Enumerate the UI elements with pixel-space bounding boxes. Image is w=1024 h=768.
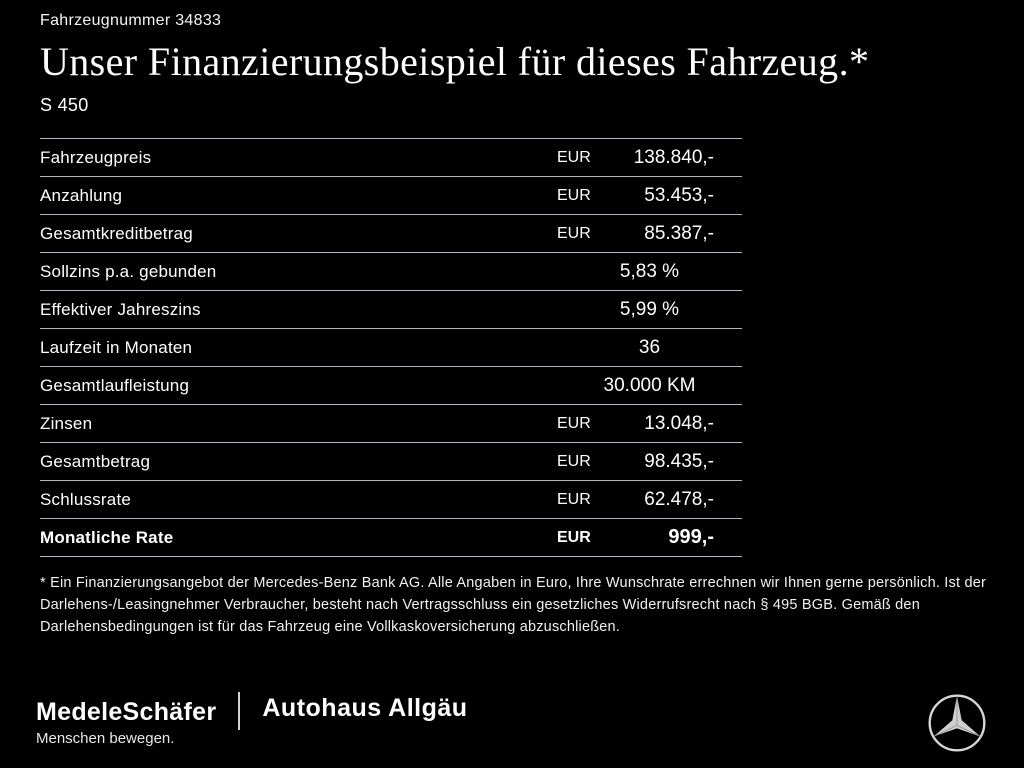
dealer-tagline: Menschen bewegen.: [36, 730, 175, 748]
row-label: Anzahlung: [40, 185, 123, 205]
table-row: Zinsen EUR 13.048,-: [40, 405, 742, 443]
table-row-monthly-rate: Monatliche Rate EUR 999,-: [40, 519, 742, 557]
row-label: Effektiver Jahreszins: [40, 299, 201, 319]
row-label: Schlussrate: [40, 489, 132, 509]
row-label: Fahrzeugpreis: [40, 147, 152, 167]
table-row: Fahrzeugpreis EUR 138.840,-: [40, 139, 742, 177]
table-row: Laufzeit in Monaten 36: [40, 329, 742, 367]
row-value: 36: [638, 336, 661, 358]
table-row: Sollzins p.a. gebunden 5,83 %: [40, 253, 742, 291]
row-currency: EUR: [557, 148, 591, 166]
table-row: Schlussrate EUR 62.478,-: [40, 481, 742, 519]
footer: MedeleSchäfer Menschen bewegen. Autohaus…: [36, 692, 988, 754]
dealer-primary-name: MedeleSchäfer: [36, 697, 217, 726]
row-value: 13.048,-: [644, 412, 714, 434]
row-currency: EUR: [557, 452, 591, 470]
row-label: Gesamtkreditbetrag: [40, 223, 193, 243]
row-label: Sollzins p.a. gebunden: [40, 261, 217, 281]
dealer-logo-medele-schaefer: MedeleSchäfer Menschen bewegen.: [36, 697, 217, 748]
page-title: Unser Finanzierungsbeispiel für dieses F…: [40, 39, 870, 84]
table-row: Gesamtlaufleistung 30.000 KM: [40, 367, 742, 405]
table-row: Effektiver Jahreszins 5,99 %: [40, 291, 742, 329]
row-currency: EUR: [557, 414, 591, 432]
row-label: Zinsen: [40, 413, 93, 433]
row-label: Gesamtbetrag: [40, 451, 151, 471]
row-value: 999,-: [668, 526, 714, 548]
table-row: Gesamtbetrag EUR 98.435,-: [40, 443, 742, 481]
footer-divider: [238, 692, 241, 730]
row-currency: EUR: [557, 186, 591, 204]
row-value: 30.000 KM: [603, 374, 696, 396]
vehicle-number: Fahrzeugnummer 34833: [40, 12, 222, 29]
row-currency: EUR: [557, 528, 591, 546]
row-label: Laufzeit in Monaten: [40, 337, 193, 357]
row-currency: EUR: [557, 490, 591, 508]
vehicle-model: S 450: [40, 95, 89, 115]
row-value: 5,99 %: [619, 298, 680, 320]
row-value: 85.387,-: [644, 222, 714, 244]
dealer-secondary-name: Autohaus Allgäu: [262, 694, 468, 722]
row-label: Monatliche Rate: [40, 527, 174, 547]
row-currency: EUR: [557, 224, 591, 242]
row-value: 138.840,-: [633, 146, 714, 168]
row-value: 53.453,-: [644, 184, 714, 206]
table-row: Anzahlung EUR 53.453,-: [40, 177, 742, 215]
row-value: 5,83 %: [619, 260, 680, 282]
legal-footnote: * Ein Finanzierungsangebot der Mercedes-…: [40, 575, 986, 635]
row-value: 62.478,-: [644, 488, 714, 510]
financing-table: Fahrzeugpreis EUR 138.840,- Anzahlung EUR…: [40, 138, 742, 557]
table-row: Gesamtkreditbetrag EUR 85.387,-: [40, 215, 742, 253]
row-label: Gesamtlaufleistung: [40, 375, 190, 395]
row-value: 98.435,-: [644, 450, 714, 472]
mercedes-benz-star-icon: [926, 692, 988, 754]
